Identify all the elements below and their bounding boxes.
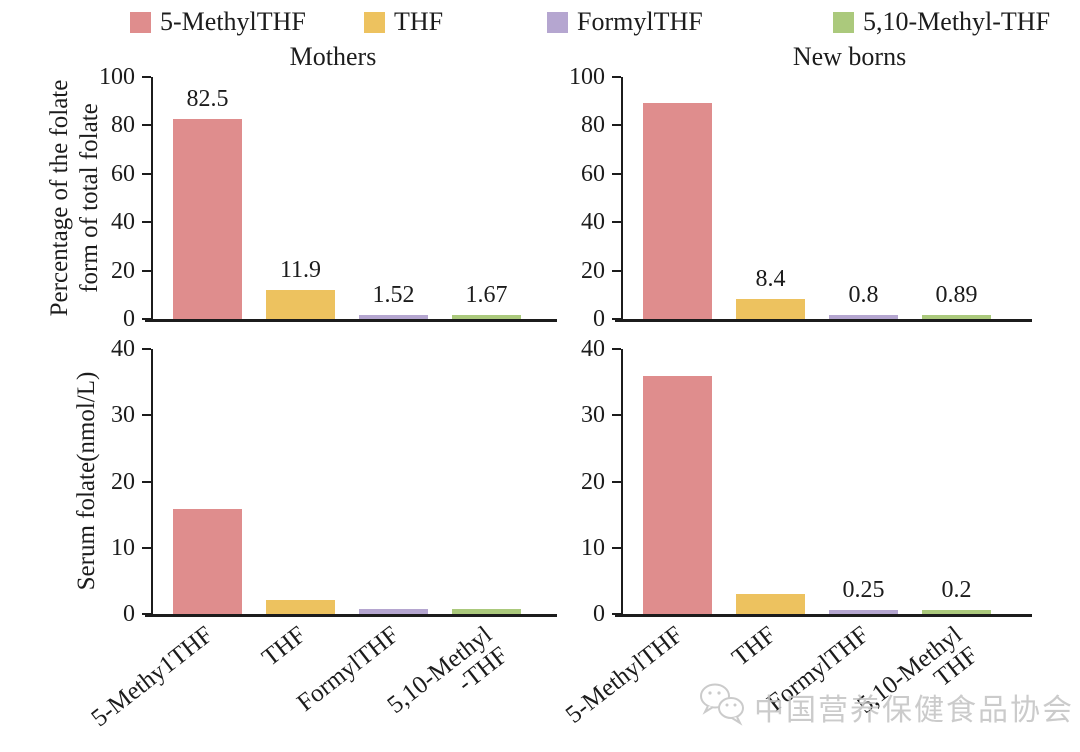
column-title-newborns: New borns xyxy=(792,42,907,71)
y-tick-label: 30 xyxy=(111,402,135,429)
bar-thf xyxy=(736,298,805,319)
y-tick xyxy=(612,414,621,417)
y-tick-label: 20 xyxy=(111,468,135,495)
x-axis-line xyxy=(615,614,1032,617)
y-tick xyxy=(612,613,621,615)
bar-5-methylthf xyxy=(643,375,712,614)
y-tick-label: 20 xyxy=(111,257,135,284)
y-tick xyxy=(142,172,151,175)
watermark: 中国营养保健食品协会 xyxy=(696,680,1074,733)
chart-panel-newborns-serum: 0 10 20 30 40 5-MethylTHF THF 0.25 FormylTHF 0.2 5… xyxy=(560,336,1032,729)
y-tick-label: 0 xyxy=(593,601,605,627)
legend-item-510methylthf: 5,10-Methyl-THF xyxy=(833,9,1050,35)
watermark-text: 中国营养保健食品协会 xyxy=(754,693,1074,727)
y-tick-label: 0 xyxy=(123,601,135,627)
y-tick xyxy=(142,221,151,224)
legend-label-5methylthf: 5-MethylTHF xyxy=(160,7,306,36)
y-tick xyxy=(142,613,151,615)
bar-thf xyxy=(266,600,335,614)
y-tick xyxy=(612,269,621,272)
legend-swatch-thf xyxy=(364,11,385,33)
y-tick-label: 0 xyxy=(123,306,135,332)
bar-value-label: 11.9 xyxy=(279,257,322,284)
bar-formylthf xyxy=(359,315,428,319)
legend-item-formylthf: FormylTHF xyxy=(547,9,703,35)
y-tick xyxy=(612,76,621,78)
legend-swatch-510methylthf xyxy=(833,11,854,33)
y-tick-label: 80 xyxy=(111,112,135,139)
bar-5-10-methyl-thf xyxy=(922,315,991,319)
legend-label-510methylthf: 5,10-Methyl-THF xyxy=(863,7,1051,36)
y-tick-label: 40 xyxy=(581,209,605,236)
y-tick-label: 20 xyxy=(581,257,605,284)
y-tick-label: 10 xyxy=(581,534,605,561)
y-tick-label: 80 xyxy=(581,112,605,139)
y-tick xyxy=(142,76,151,78)
y-tick xyxy=(612,221,621,224)
y-axis-line xyxy=(621,77,623,321)
y-tick-label: 100 xyxy=(99,64,135,90)
y-tick xyxy=(612,348,621,350)
y-axis-line xyxy=(151,349,153,616)
bar-thf xyxy=(736,594,805,614)
y-tick xyxy=(612,318,621,320)
y-axis-line xyxy=(621,349,623,616)
y-tick xyxy=(142,348,151,350)
y-axis-line xyxy=(151,77,153,321)
legend-item-5methylthf: 5-MethylTHF xyxy=(130,9,306,35)
legend-item-thf: THF xyxy=(364,9,443,35)
y-tick xyxy=(142,480,151,483)
bar-formylthf xyxy=(829,610,898,614)
bar-5-methylthf xyxy=(173,508,242,614)
y-tick-label: 20 xyxy=(581,468,605,495)
bar-formylthf xyxy=(359,609,428,614)
bar-value-label: 0.25 xyxy=(842,577,885,603)
y-tick-label: 40 xyxy=(581,336,605,362)
y-tick-label: 40 xyxy=(111,336,135,362)
y-tick xyxy=(612,124,621,127)
chart-panel-newborns-percentage: 0 20 40 60 80 100 8.4 0.8 0.89 xyxy=(569,64,1032,332)
y-tick xyxy=(142,546,151,549)
column-title-mothers: Mothers xyxy=(289,42,377,71)
bar-value-label: 0.8 xyxy=(848,282,879,308)
legend-label-thf: THF xyxy=(394,7,444,36)
bar-formylthf xyxy=(829,315,898,319)
chart-panel-mothers-serum: 0 10 20 30 40 5-Methy1THF THF FormylTHF 5,10-Met… xyxy=(86,336,557,732)
y-tick-label: 60 xyxy=(111,160,135,187)
y-tick-label: 100 xyxy=(569,64,605,90)
y-tick xyxy=(142,318,151,320)
y-tick xyxy=(142,269,151,272)
x-axis-line xyxy=(145,614,557,617)
bar-thf xyxy=(266,290,335,319)
bar-value-label: 1.67 xyxy=(465,281,508,308)
y-tick-label: 0 xyxy=(593,306,605,332)
y-tick xyxy=(142,414,151,417)
bar-5-10-methyl-thf xyxy=(922,610,991,614)
y-tick-label: 10 xyxy=(111,534,135,561)
y-tick-label: 30 xyxy=(581,402,605,429)
y-tick xyxy=(612,546,621,549)
bar-5-10-methyl-thf xyxy=(452,608,521,614)
bar-value-label: 82.5 xyxy=(186,86,229,113)
y-tick-label: 60 xyxy=(581,160,605,187)
bar-value-label: 0.2 xyxy=(941,577,972,603)
x-axis-line xyxy=(145,319,557,322)
legend-swatch-formylthf xyxy=(547,11,568,33)
y-tick xyxy=(612,480,621,483)
chart-panel-mothers-percentage: 0 20 40 60 80 100 82.5 11.9 1.52 1.67 xyxy=(99,64,557,332)
legend-label-formylthf: FormylTHF xyxy=(577,7,703,36)
wechat-icon xyxy=(696,680,748,733)
y-tick xyxy=(142,124,151,127)
x-axis-line xyxy=(615,319,1032,322)
bar-value-label: 0.89 xyxy=(935,282,978,308)
y-tick xyxy=(612,172,621,175)
bar-5-10-methyl-thf xyxy=(452,314,521,319)
legend-swatch-5methylthf xyxy=(130,11,151,33)
bar-5-methylthf xyxy=(173,119,242,319)
y-tick-label: 40 xyxy=(111,209,135,236)
bar-5-methylthf xyxy=(643,102,712,319)
bar-value-label: 1.52 xyxy=(372,282,415,308)
bar-value-label: 8.4 xyxy=(755,265,786,292)
